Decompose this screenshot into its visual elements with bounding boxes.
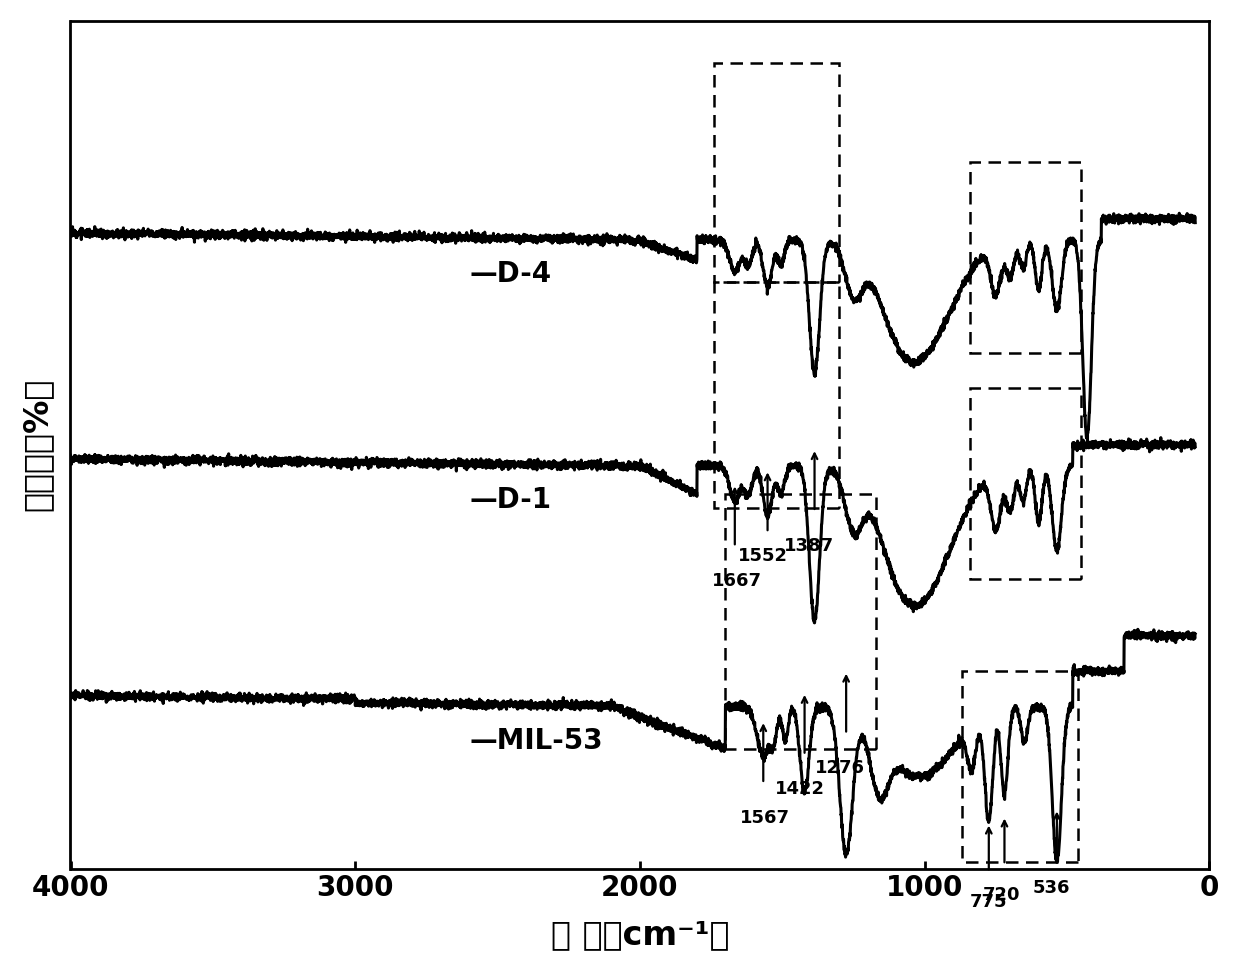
Text: 720: 720 — [982, 886, 1019, 904]
Y-axis label: 透光度（%）: 透光度（%） — [21, 378, 53, 511]
Bar — [970, 388, 1081, 579]
Bar — [970, 162, 1081, 353]
Bar — [714, 282, 839, 508]
Text: 1387: 1387 — [784, 537, 835, 555]
Bar — [714, 63, 839, 282]
Text: 536: 536 — [1033, 880, 1070, 897]
Bar — [962, 671, 1079, 861]
Text: 1667: 1667 — [712, 573, 763, 590]
Text: 1276: 1276 — [815, 759, 864, 778]
Text: —D-4: —D-4 — [469, 260, 552, 289]
Text: 775: 775 — [970, 893, 1008, 912]
X-axis label: 波 长（cm⁻¹）: 波 长（cm⁻¹） — [551, 919, 729, 952]
Text: —D-1: —D-1 — [469, 486, 551, 514]
Text: 1422: 1422 — [775, 781, 825, 798]
Text: —MIL-53: —MIL-53 — [469, 726, 603, 754]
Text: 1567: 1567 — [740, 809, 790, 827]
Text: 1552: 1552 — [738, 547, 789, 566]
Bar — [725, 494, 877, 748]
